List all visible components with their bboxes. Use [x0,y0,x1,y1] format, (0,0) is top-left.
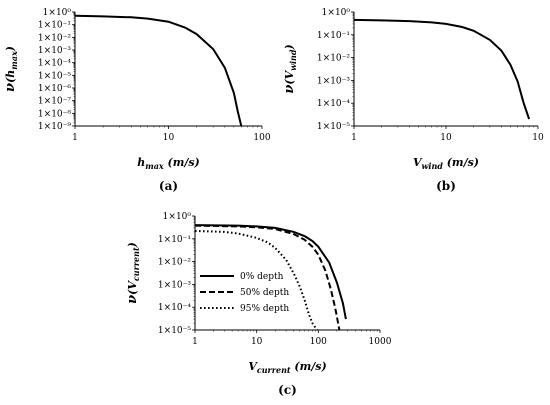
y-tick-label: 1×10⁻³ [317,76,350,86]
panel-label: (c) [278,383,297,397]
x-axis-label-unit: (m/s) [291,360,327,373]
x-axis-label-main: V [413,156,423,169]
chart-b: 1×10⁻⁵ 1×10⁻⁴ 1×10⁻³ 1×10⁻² 1×10⁻¹ 1×10⁰ 1 10 10… [282,8,544,193]
legend-label: 0% depth [240,272,284,282]
y-tick-label: 1×10⁻⁹ [38,122,71,132]
y-tick-label: 1×10⁻³ [38,46,71,56]
y-tick-label: 1×10⁻⁸ [38,109,71,119]
x-tick-label: 10 [251,337,263,347]
x-axis-label-sub: wind [422,161,444,171]
y-tick-label: 1×10⁰ [43,8,72,18]
y-tick-label: 1×10⁻⁴ [38,59,71,69]
x-axis-label: hmax (m/s) [137,156,200,171]
x-tick-label: 1 [351,133,357,143]
x-tick-label: 10 [440,133,452,143]
y-tick-label: 1×10⁻⁶ [38,84,71,94]
y-tick-label: 1×10⁻⁴ [317,99,350,109]
y-tick-label: 1×10⁻² [317,54,350,64]
y-tick-label: 1×10⁻⁵ [38,71,71,81]
y-axis-label-suffix: ) [126,242,139,248]
y-tick-label: 1×10⁻⁵ [317,122,350,132]
x-tick-label: 1 [192,337,198,347]
x-axis-label-sub: current [257,365,291,375]
legend-label: 50% depth [240,288,289,298]
y-tick-label: 1×10⁰ [322,8,351,18]
y-axis-label-sub: current [131,247,141,281]
x-axis-label-main: V [248,360,258,373]
y-axis-label: ν(Vwind) [282,44,298,93]
y-tick-label: 1×10⁻³ [158,280,191,290]
legend-label: 95% depth [240,304,289,314]
y-tick-label: 1×10⁻⁵ [158,326,191,336]
y-tick-label: 1×10⁻¹ [38,21,71,31]
x-axis-label-unit: (m/s) [443,156,479,169]
chart-c: 1×10⁻⁵ 1×10⁻⁴ 1×10⁻³ 1×10⁻² 1×10⁻¹ 1×10⁰ 1 10 10… [125,212,392,397]
y-tick-label: 1×10⁻⁴ [158,303,191,313]
y-axis-label-main: ν [3,83,18,92]
x-tick-label: 100 [310,337,327,347]
y-axis-label-sub: max [9,51,19,70]
y-tick-label: 1×10⁰ [163,212,192,222]
y-axis-label-prefix: (V [126,280,139,295]
y-axis-label-main: ν [125,295,140,304]
y-tick-label: 1×10⁻¹ [317,31,350,41]
series-line-0 [353,18,531,120]
panel-label: (b) [436,179,456,193]
y-axis-label: ν(Vcurrent) [125,242,141,304]
y-axis-label: ν(hmax) [3,46,19,92]
x-tick-label: 10 [163,133,175,143]
y-tick-label: 1×10⁻² [158,258,191,268]
x-tick-label: 100 [253,133,270,143]
series-line-50-depth [194,224,341,331]
y-axis-label-suffix: ) [283,44,296,50]
x-axis-label-main: h [137,156,145,169]
x-axis-label-unit: (m/s) [164,156,200,169]
y-axis-label-prefix: (V [283,69,296,84]
x-tick-label: 1 [72,133,78,143]
x-axis-label: Vcurrent (m/s) [248,360,326,375]
y-tick-label: 1×10⁻² [38,33,71,43]
y-axis-label-suffix: ) [4,46,17,52]
y-axis-label-prefix: (h [4,70,17,83]
y-tick-label: 1×10⁻¹ [158,235,191,245]
panel-label: (a) [159,179,178,193]
series-line-0 [74,14,243,127]
y-tick-label: 1×10⁻⁷ [38,97,71,107]
x-axis-label: Vwind (m/s) [413,156,479,171]
chart-a: 1×10⁻⁹ 1×10⁻⁸ 1×10⁻⁷ 1×10⁻⁶ 1×10⁻⁵ 1×10⁻⁴ 1×10… [3,8,271,193]
y-axis-label-sub: wind [288,49,298,71]
x-axis-label-sub: max [145,161,164,171]
x-tick-label: 10 [532,133,544,143]
y-axis-label-main: ν [282,85,297,94]
x-tick-label: 1000 [369,337,392,347]
